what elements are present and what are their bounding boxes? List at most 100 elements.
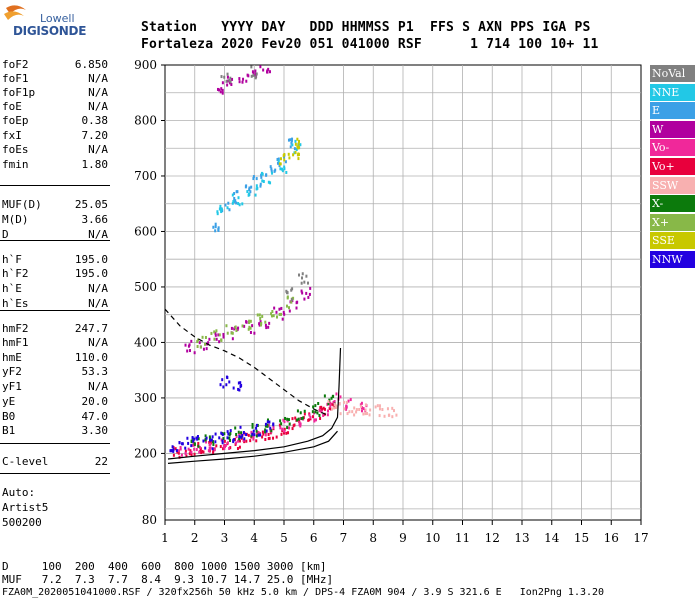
param-value: 247.7 [74, 322, 108, 335]
data-point [255, 423, 258, 427]
data-point [240, 435, 243, 439]
data-point [215, 444, 218, 448]
data-point [355, 408, 358, 412]
data-point [225, 79, 228, 83]
data-point [278, 312, 281, 316]
data-point [298, 139, 301, 143]
data-point [205, 347, 208, 351]
data-point [281, 317, 284, 321]
data-point [235, 432, 238, 436]
param-value: 53.3 [81, 365, 109, 378]
data-point [308, 413, 311, 417]
data-point [218, 207, 221, 211]
data-point [193, 351, 196, 355]
data-point [226, 430, 229, 434]
data-point [214, 440, 217, 444]
data-point [353, 406, 356, 410]
data-point [254, 69, 257, 73]
data-point [300, 289, 303, 293]
legend-entry: NoVal [650, 65, 695, 82]
data-point [230, 331, 233, 335]
data-point [305, 274, 308, 278]
data-point [286, 419, 289, 423]
data-point [329, 401, 332, 405]
data-point [221, 88, 224, 92]
data-point [395, 413, 398, 417]
data-point [255, 439, 258, 443]
data-point [365, 411, 368, 415]
param-value: 110.0 [74, 351, 108, 364]
data-point [216, 87, 219, 91]
data-point [242, 438, 245, 442]
data-point [232, 438, 235, 442]
data-point [190, 450, 193, 454]
data-point [240, 431, 243, 435]
data-point [294, 416, 297, 420]
data-point [295, 147, 298, 151]
data-point [223, 446, 226, 450]
data-point [210, 438, 213, 442]
data-point [355, 410, 358, 414]
data-point [217, 333, 220, 337]
data-point [280, 306, 283, 310]
data-point [242, 77, 245, 81]
data-point [221, 441, 224, 445]
profile-lower-bound [167, 430, 338, 464]
data-point [299, 422, 302, 426]
x-tick-label: 13 [514, 531, 529, 545]
data-point [270, 167, 273, 171]
data-point [303, 297, 306, 301]
data-point [199, 447, 202, 451]
param-row: hmF1 N/A [2, 336, 108, 350]
data-point [190, 444, 193, 448]
param-row: hmE 110.0 [2, 351, 108, 365]
data-point [295, 306, 298, 310]
data-point [345, 404, 348, 408]
y-tick-label: 400 [134, 335, 157, 349]
data-point [387, 413, 390, 417]
data-point [314, 410, 317, 414]
data-point [231, 337, 234, 341]
param-name: M(D) [2, 213, 29, 226]
header-line-1: Station YYYY DAY DDD HHMMSS P1 FFS S AXN… [141, 20, 591, 35]
legend-entry: NNE [650, 83, 695, 101]
data-point [329, 404, 332, 408]
y-tick-label: 800 [134, 113, 157, 127]
data-point [314, 404, 317, 408]
data-point [280, 422, 283, 426]
param-name: B1 [2, 424, 16, 437]
data-point [279, 167, 282, 171]
data-point [282, 431, 285, 435]
x-tick-label: 5 [280, 531, 288, 545]
data-point [238, 437, 241, 441]
data-point [251, 422, 254, 426]
data-point [335, 392, 338, 396]
param-value: N/A [88, 282, 108, 295]
data-point [369, 408, 372, 412]
data-point [211, 440, 214, 444]
data-point [252, 437, 255, 441]
param-row: D N/A [2, 228, 108, 242]
param-value: N/A [88, 86, 108, 99]
data-point [193, 442, 196, 446]
data-point [202, 347, 205, 351]
data-point [223, 439, 226, 443]
data-point [198, 450, 201, 454]
y-tick-label: 300 [134, 391, 157, 405]
data-point [296, 300, 299, 304]
data-point [327, 409, 330, 413]
data-point [234, 442, 237, 446]
data-point [360, 404, 363, 408]
data-point [212, 449, 215, 453]
data-point [171, 445, 174, 449]
data-point [288, 156, 291, 160]
data-point [326, 413, 329, 417]
data-point [293, 147, 296, 151]
data-point [224, 443, 227, 447]
data-point [285, 170, 288, 174]
data-point [282, 310, 285, 314]
data-point [197, 441, 200, 445]
data-point [378, 414, 381, 418]
data-point [283, 420, 286, 424]
data-point [279, 157, 282, 161]
